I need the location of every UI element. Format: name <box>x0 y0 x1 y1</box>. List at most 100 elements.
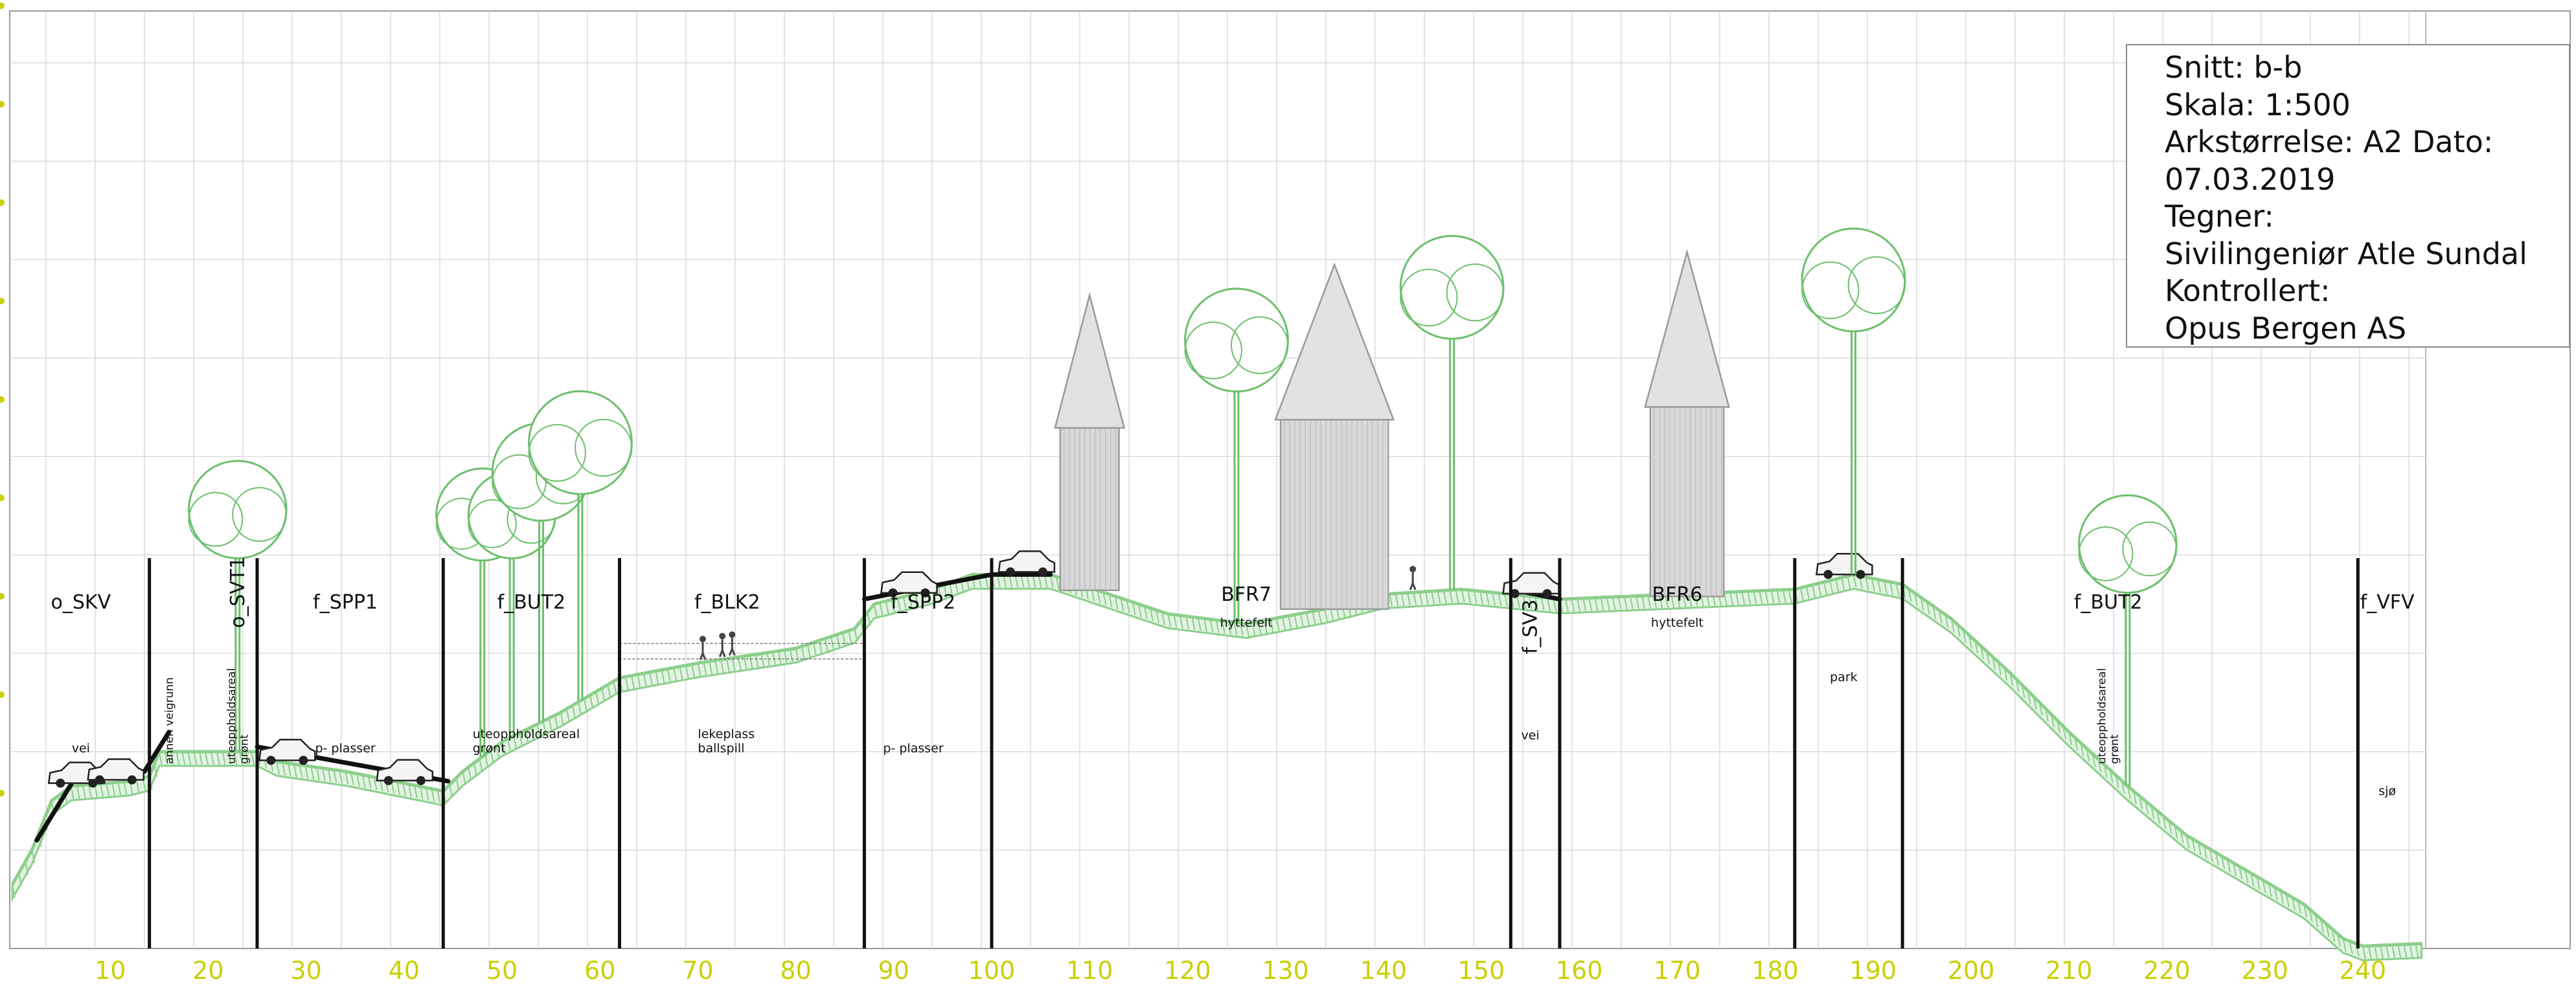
car-wheel <box>1823 570 1833 579</box>
terrain-hatch <box>1871 578 1875 592</box>
terrain-hatch <box>2297 901 2301 914</box>
cabin-roof <box>1054 291 1126 429</box>
terrain-hatch <box>1449 590 1453 603</box>
scale-marker <box>0 101 5 107</box>
terrain-hatch <box>1594 597 1599 611</box>
x-tick-label: 170 <box>1654 956 1701 985</box>
terrain-hatch <box>743 656 747 669</box>
terrain-hatch <box>789 649 793 662</box>
terrain-hatch <box>2051 714 2055 728</box>
x-tick-label: 230 <box>2241 956 2288 985</box>
terrain-hatch <box>1852 574 1857 588</box>
terrain-hatch <box>176 751 180 765</box>
zone-dividers <box>148 558 2360 949</box>
terrain-hatch <box>135 779 140 793</box>
terrain-hatch <box>1865 577 1869 590</box>
tree <box>1184 287 1289 623</box>
terrain-hatch <box>2285 893 2290 907</box>
terrain-hatch <box>315 767 320 781</box>
terrain-hatch <box>1161 611 1166 625</box>
terrain-hatch <box>2121 780 2125 794</box>
terrain-hatch <box>2336 934 2341 947</box>
terrain-hatch <box>2308 909 2313 923</box>
terrain-hatch <box>1606 597 1610 611</box>
terrain-hatch <box>2115 775 2119 789</box>
drawing-frame <box>9 10 2571 949</box>
terrain-hatch <box>1257 621 1262 635</box>
terrain-hatch <box>1097 590 1101 603</box>
terrain-hatch <box>1841 577 1845 591</box>
zone-code: f_SPP2 <box>891 591 955 614</box>
person-head <box>1409 565 1417 572</box>
terrain-hatch <box>873 603 878 618</box>
terrain-hatch <box>1424 591 1429 605</box>
car-wheel <box>416 776 426 785</box>
terrain-hatch <box>449 784 453 798</box>
terrain-hatch <box>2227 859 2231 873</box>
tree-crown <box>1446 264 1505 322</box>
terrain-hatch <box>2367 945 2372 960</box>
zone-description: p- plasser <box>883 741 943 756</box>
scale-marker <box>0 691 5 698</box>
terrain-hatch <box>1944 614 1949 628</box>
title-block: Snitt: b-b Skala: 1:500 Arkstørrelse: A2… <box>2126 44 2570 348</box>
terrain-hatch <box>1812 585 1816 598</box>
terrain-hatch <box>1179 615 1183 629</box>
terrain-hatch <box>772 651 777 665</box>
scale-marker <box>0 199 5 206</box>
terrain-hatch <box>1950 618 1955 632</box>
x-tick-label: 100 <box>968 956 1016 985</box>
cabin-wall <box>1279 418 1389 611</box>
terrain-hatch <box>1461 589 1465 603</box>
cabin <box>1274 262 1395 611</box>
person-leg <box>701 653 707 660</box>
terrain-hatch <box>82 785 86 798</box>
terrain-hatch <box>2057 720 2061 734</box>
terrain-hatch <box>801 646 805 660</box>
x-tick-label: 180 <box>1751 956 1799 985</box>
x-tick-label: 120 <box>1164 956 1211 985</box>
terrain-hatch <box>2068 732 2073 745</box>
terrain-hatch <box>1577 598 1581 612</box>
terrain-hatch <box>1741 591 1746 605</box>
terrain-hatch <box>2103 764 2108 778</box>
terrain-hatch <box>1788 589 1792 603</box>
car-wheel <box>383 776 393 785</box>
terrain-hatch <box>1908 589 1912 602</box>
terrain-hatch <box>679 666 683 680</box>
tree-crown <box>232 487 288 542</box>
terrain-hatch <box>1914 592 1919 607</box>
terrain-hatch <box>1540 597 1545 611</box>
terrain-hatch <box>222 751 226 765</box>
terrain-hatch <box>2409 943 2413 958</box>
vertical-zone-label: o_SVT1 <box>227 557 249 628</box>
terrain-hatch <box>2168 820 2172 834</box>
terrain-hatch <box>1877 579 1882 593</box>
cabin-wall <box>1059 427 1120 591</box>
zone-description: hyttefelt <box>1220 616 1273 630</box>
terrain-hatch <box>1275 618 1280 631</box>
terrain-hatch <box>691 664 696 678</box>
terrain-hatch <box>577 702 582 715</box>
terrain-hatch <box>2003 667 2008 681</box>
terrain-hatch <box>2197 842 2202 856</box>
terrain-hatch <box>1962 629 1966 643</box>
terrain-hatch <box>896 598 901 612</box>
terrain-hatch <box>2314 914 2319 927</box>
terrain-hatch <box>661 669 665 683</box>
car-wheel <box>1005 567 1015 577</box>
terrain-hatch <box>1528 596 1533 609</box>
terrain-hatch <box>1629 596 1634 610</box>
terrain-hatch <box>1764 590 1769 604</box>
person <box>699 636 707 660</box>
zone-code: f_BLK2 <box>694 591 760 614</box>
scale-marker <box>0 3 5 9</box>
terrain-hatch <box>685 665 689 679</box>
terrain-hatch <box>356 773 360 787</box>
terrain-hatch <box>1553 598 1557 612</box>
terrain-hatch <box>2033 696 2037 710</box>
terrain-hatch <box>613 681 617 695</box>
terrain-hatch <box>1641 595 1645 609</box>
terrain-hatch <box>536 724 541 737</box>
